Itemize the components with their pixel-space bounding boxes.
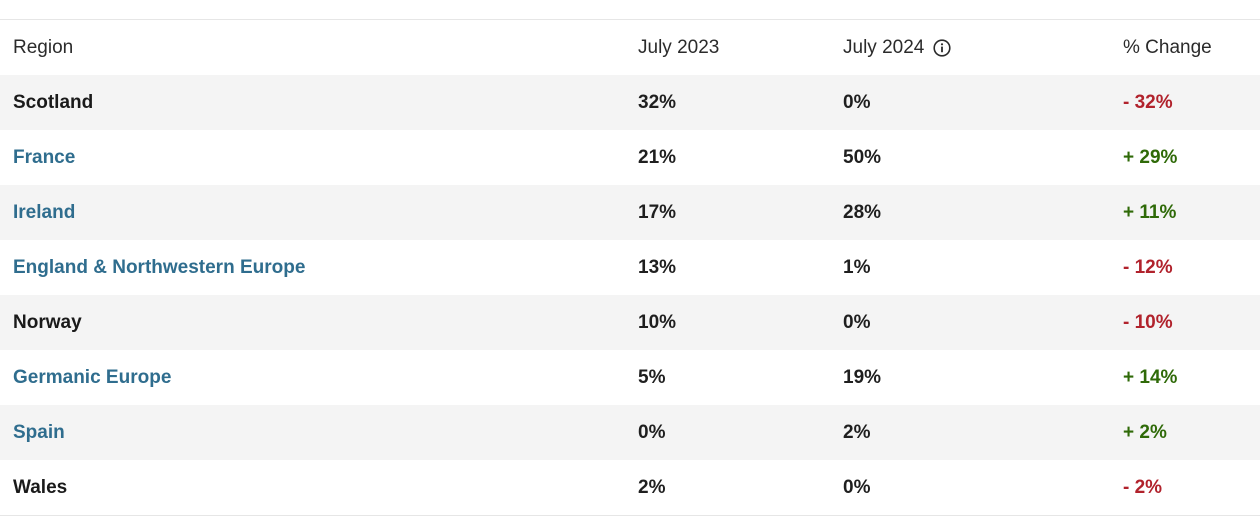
value-july-2023: 0% — [638, 421, 666, 443]
table-body: Scotland 32% 0% - 32% France 21% 50% + 29% Irela… — [0, 75, 1260, 515]
percent-change-value: + 29% — [1123, 146, 1178, 168]
percent-change-value: - 12% — [1123, 256, 1173, 278]
region-link[interactable]: Germanic Europe — [13, 366, 172, 388]
value-july-2023: 21% — [638, 146, 677, 168]
region-cell: Norway — [0, 312, 638, 334]
value-july-2024: 0% — [843, 91, 871, 113]
ethnicity-comparison-table: Region July 2023 July 2024 % Change Scot… — [0, 19, 1260, 516]
value-july-2023: 10% — [638, 311, 677, 333]
value-july-2024: 28% — [843, 201, 882, 223]
table-header-row: Region July 2023 July 2024 % Change — [0, 20, 1260, 75]
region-name: Wales — [13, 476, 68, 498]
region-cell: Spain — [0, 422, 638, 444]
info-circle-icon[interactable] — [933, 38, 951, 57]
percent-change-value: - 32% — [1123, 91, 1173, 113]
value-july-2023: 17% — [638, 201, 677, 223]
region-cell: Wales — [0, 477, 638, 499]
percent-change-value: - 10% — [1123, 311, 1173, 333]
table-row: Wales 2% 0% - 2% — [0, 460, 1260, 515]
percent-change-value: + 11% — [1123, 201, 1177, 223]
region-cell: Scotland — [0, 92, 638, 114]
region-cell: England & Northwestern Europe — [0, 257, 638, 279]
value-july-2024: 0% — [843, 476, 871, 498]
value-july-2023: 32% — [638, 91, 677, 113]
region-link[interactable]: Spain — [13, 421, 65, 443]
value-july-2023: 5% — [638, 366, 666, 388]
table-row: Norway 10% 0% - 10% — [0, 295, 1260, 350]
table-row: France 21% 50% + 29% — [0, 130, 1260, 185]
table-row: Germanic Europe 5% 19% + 14% — [0, 350, 1260, 405]
region-cell: France — [0, 147, 638, 169]
value-july-2024: 0% — [843, 311, 871, 333]
region-link[interactable]: France — [13, 146, 76, 168]
value-july-2023: 13% — [638, 256, 677, 278]
header-july-2023: July 2023 — [638, 36, 720, 58]
table-row: England & Northwestern Europe 13% 1% - 12% — [0, 240, 1260, 295]
region-name: Scotland — [13, 91, 94, 113]
region-cell: Germanic Europe — [0, 367, 638, 389]
value-july-2024: 50% — [843, 146, 882, 168]
region-name: Norway — [13, 311, 82, 333]
table-row: Scotland 32% 0% - 32% — [0, 75, 1260, 130]
table-row: Ireland 17% 28% + 11% — [0, 185, 1260, 240]
value-july-2023: 2% — [638, 476, 666, 498]
region-link[interactable]: England & Northwestern Europe — [13, 256, 306, 278]
header-july-2024-label: July 2024 — [843, 36, 925, 58]
percent-change-value: - 2% — [1123, 476, 1163, 498]
header-region: Region — [13, 36, 74, 58]
percent-change-value: + 2% — [1123, 421, 1167, 443]
table-row: Spain 0% 2% + 2% — [0, 405, 1260, 460]
value-july-2024: 19% — [843, 366, 882, 388]
percent-change-value: + 14% — [1123, 366, 1178, 388]
header-july-2024: July 2024 — [843, 37, 1123, 59]
region-cell: Ireland — [0, 202, 638, 224]
region-link[interactable]: Ireland — [13, 201, 76, 223]
header-percent-change: % Change — [1123, 36, 1212, 58]
value-july-2024: 1% — [843, 256, 871, 278]
value-july-2024: 2% — [843, 421, 871, 443]
